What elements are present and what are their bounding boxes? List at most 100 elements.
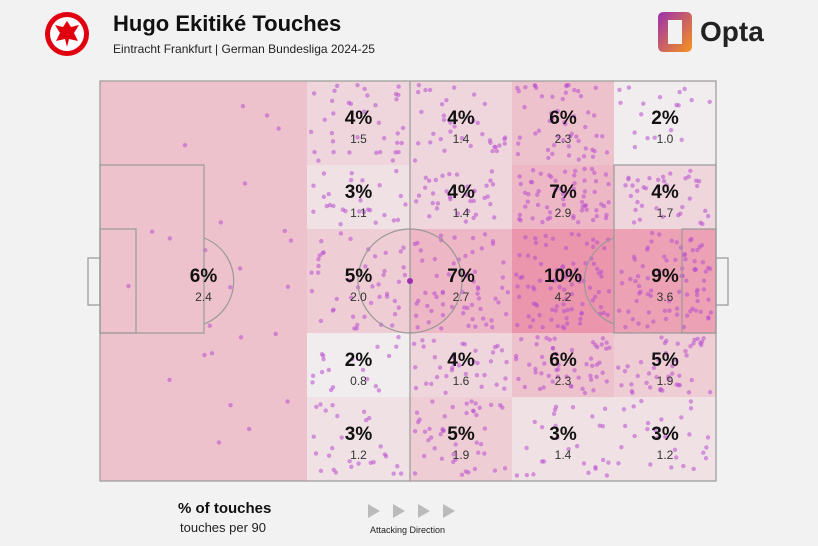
touch-dot: [707, 266, 713, 272]
touch-dot: [354, 326, 359, 331]
touch-dot: [669, 238, 674, 243]
touch-dot: [517, 253, 522, 258]
touch-dot: [569, 307, 574, 312]
touch-dot: [564, 296, 569, 301]
touch-dot: [565, 307, 570, 313]
touch-dot: [606, 181, 611, 187]
zone-percent: 7%: [549, 182, 577, 203]
touch-dot: [542, 361, 547, 366]
touch-dot: [544, 205, 550, 210]
touch-dot: [452, 235, 457, 240]
touch-dot: [482, 426, 488, 431]
touch-dot: [465, 305, 470, 311]
touch-dot: [318, 402, 323, 407]
touch-dot: [676, 382, 681, 388]
touch-dot: [686, 174, 691, 179]
touch-dot: [398, 193, 404, 199]
touch-dot: [513, 353, 519, 359]
zone-percent: 5%: [345, 266, 373, 287]
touch-dot: [618, 100, 623, 105]
touch-dot: [662, 308, 668, 314]
touch-dot: [571, 261, 576, 266]
touch-dot: [426, 320, 431, 325]
touch-dot: [482, 451, 487, 456]
touch-dot: [590, 217, 596, 223]
touch-dot: [448, 129, 453, 134]
touch-dot: [654, 435, 660, 441]
touch-dot: [674, 240, 679, 245]
zone-percent: 7%: [447, 266, 475, 287]
touch-dot: [617, 87, 622, 92]
touch-dot: [652, 135, 657, 140]
touch-dot: [569, 131, 574, 136]
touch-dot: [524, 472, 530, 478]
touch-dot: [421, 453, 427, 459]
touch-dot: [312, 149, 317, 155]
touch-dot: [444, 189, 449, 194]
touch-dot: [705, 435, 711, 440]
touch-dot: [381, 272, 386, 278]
legend-primary: % of touches: [178, 500, 272, 517]
touch-dot: [532, 287, 537, 292]
touch-dot: [515, 284, 520, 289]
touch-dot: [282, 228, 287, 234]
touch-dot: [399, 140, 404, 146]
touch-dot: [525, 284, 531, 289]
touch-dot: [365, 93, 370, 98]
touch-dot: [592, 189, 597, 195]
touch-dot: [333, 470, 339, 475]
touch-dot: [434, 294, 439, 300]
touch-dot: [488, 178, 493, 183]
touch-dot: [429, 381, 434, 387]
zone-percent: 2%: [345, 350, 373, 371]
touch-dot: [499, 348, 505, 353]
touch-dot: [324, 203, 329, 209]
touch-dot: [631, 404, 636, 409]
touch-dot: [681, 463, 686, 469]
touch-dot: [207, 323, 213, 328]
touch-dot: [535, 202, 541, 208]
touch-dot: [590, 340, 596, 345]
touch-dot: [470, 249, 475, 255]
touch-dot: [695, 247, 700, 253]
touch-dot: [701, 450, 706, 455]
touch-dot: [330, 402, 335, 408]
touch-dot: [361, 209, 367, 215]
zone-per90: 1.4: [453, 132, 470, 146]
touch-dot: [569, 384, 574, 389]
touch-dot: [471, 215, 476, 221]
touch-dot: [475, 360, 480, 366]
touch-dot: [582, 189, 588, 194]
touch-dot: [572, 181, 577, 186]
touch-dot: [563, 90, 569, 95]
touch-dot: [475, 120, 480, 126]
touch-dot: [619, 269, 624, 274]
touch-dot: [451, 459, 456, 465]
touch-dot: [560, 264, 565, 270]
touch-dot: [339, 435, 344, 440]
arrow-icon: [443, 504, 455, 518]
touch-dot: [677, 373, 682, 378]
touch-dot: [465, 184, 470, 189]
touch-dot: [396, 334, 401, 340]
zone-per90: 0.8: [350, 374, 367, 388]
touch-dot: [645, 135, 650, 141]
touch-dot: [534, 341, 539, 347]
touch-dot: [477, 405, 482, 410]
touch-dot: [167, 236, 172, 241]
touch-dot: [246, 426, 252, 432]
touch-dot: [701, 278, 707, 283]
touch-dot: [522, 384, 528, 390]
touch-dot: [552, 336, 557, 341]
zone-percent: 3%: [651, 424, 679, 445]
touch-dot: [580, 386, 585, 392]
touch-dot: [311, 434, 317, 439]
touch-dot: [533, 370, 538, 375]
touch-dot: [473, 212, 479, 217]
touch-dot: [318, 318, 324, 324]
touch-dot: [422, 429, 428, 434]
touch-dot: [641, 101, 646, 106]
touch-dot: [570, 405, 576, 410]
touch-dot: [548, 286, 553, 291]
touch-dot: [562, 169, 568, 174]
